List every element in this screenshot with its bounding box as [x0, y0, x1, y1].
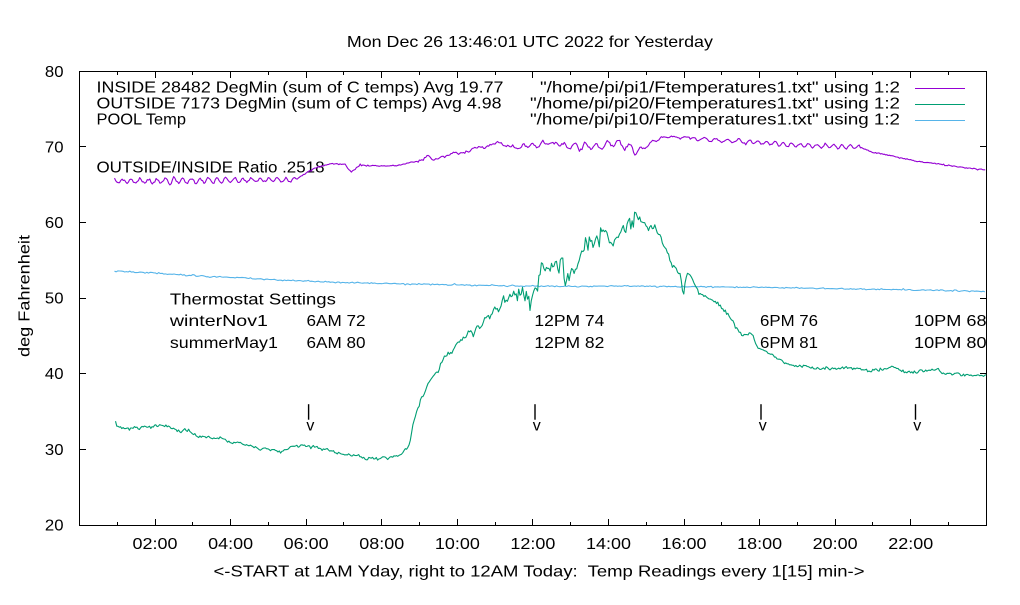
- svg-text:Thermostat Settings: Thermostat Settings: [170, 292, 336, 309]
- svg-text:v: v: [913, 418, 921, 435]
- svg-text:summerMay1: summerMay1: [170, 335, 278, 352]
- svg-text:6AM 80: 6AM 80: [307, 335, 366, 352]
- svg-text:INSIDE 28482 DegMin (sum of C: INSIDE 28482 DegMin (sum of C temps) Avg…: [97, 80, 504, 97]
- svg-text:14:00: 14:00: [586, 536, 631, 553]
- svg-text:deg Fahrenheit: deg Fahrenheit: [17, 234, 34, 357]
- svg-text:70: 70: [45, 139, 64, 156]
- svg-text:Mon Dec 26 13:46:01 UTC 2022 f: Mon Dec 26 13:46:01 UTC 2022 for Yesterd…: [347, 34, 713, 51]
- svg-text:v: v: [306, 418, 314, 435]
- svg-text:OUTSIDE/INSIDE Ratio .2518: OUTSIDE/INSIDE Ratio .2518: [97, 159, 325, 176]
- svg-text:18:00: 18:00: [737, 536, 782, 553]
- svg-text:POOL Temp: POOL Temp: [97, 111, 187, 128]
- svg-text:6PM 81: 6PM 81: [760, 335, 818, 352]
- svg-text:08:00: 08:00: [359, 536, 404, 553]
- svg-text:10PM 68: 10PM 68: [914, 313, 987, 330]
- svg-text:12:00: 12:00: [510, 536, 555, 553]
- svg-text:20:00: 20:00: [813, 536, 858, 553]
- svg-text:6AM 72: 6AM 72: [307, 313, 366, 330]
- svg-text:02:00: 02:00: [133, 536, 178, 553]
- svg-text:winterNov1: winterNov1: [169, 313, 268, 330]
- svg-text:30: 30: [45, 442, 64, 459]
- svg-text:60: 60: [45, 215, 64, 232]
- svg-text:"/home/pi/pi10/Ftemperatures1.: "/home/pi/pi10/Ftemperatures1.txt" using…: [530, 111, 900, 128]
- svg-text:"/home/pi/pi20/Ftemperatures1.: "/home/pi/pi20/Ftemperatures1.txt" using…: [530, 96, 900, 113]
- svg-text:v: v: [759, 418, 767, 435]
- svg-text:16:00: 16:00: [662, 536, 707, 553]
- svg-text:<-START at 1AM Yday, right to: <-START at 1AM Yday, right to 12AM Today…: [214, 564, 865, 581]
- svg-text:6PM 76: 6PM 76: [760, 313, 818, 330]
- svg-text:50: 50: [45, 291, 64, 308]
- svg-text:"/home/pi/pi1/Ftemperatures1.t: "/home/pi/pi1/Ftemperatures1.txt" using …: [540, 80, 900, 97]
- svg-text:06:00: 06:00: [284, 536, 329, 553]
- svg-text:22:00: 22:00: [888, 536, 933, 553]
- svg-text:v: v: [533, 418, 541, 435]
- svg-text:04:00: 04:00: [208, 536, 253, 553]
- svg-text:80: 80: [45, 64, 64, 81]
- svg-text:40: 40: [45, 366, 64, 383]
- svg-text:12PM 74: 12PM 74: [534, 313, 604, 330]
- svg-text:12PM 82: 12PM 82: [534, 335, 604, 352]
- svg-text:10PM 80: 10PM 80: [914, 335, 987, 352]
- svg-text:10:00: 10:00: [435, 536, 480, 553]
- svg-text:20: 20: [45, 517, 64, 534]
- svg-text:OUTSIDE 7173 DegMin (sum of C: OUTSIDE 7173 DegMin (sum of C temps) Avg…: [97, 96, 502, 113]
